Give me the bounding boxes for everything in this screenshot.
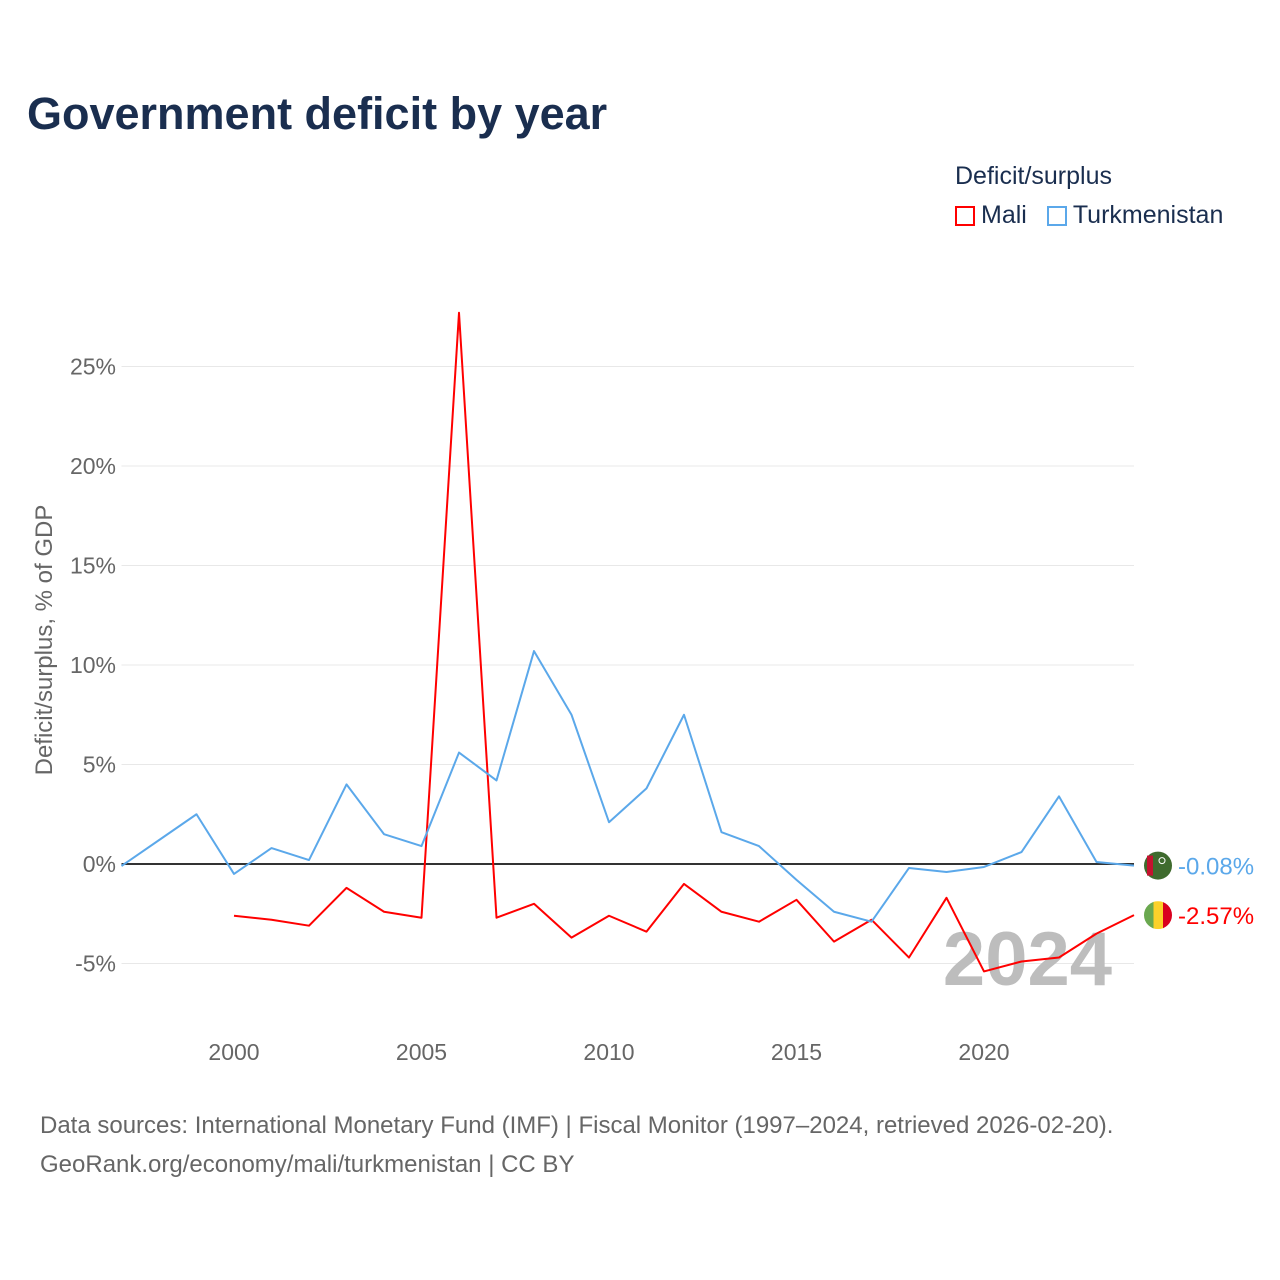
legend: Deficit/surplus Mali Turkmenistan <box>955 162 1243 230</box>
footer: Data sources: International Monetary Fun… <box>40 1106 1113 1184</box>
chart-title: Government deficit by year <box>27 88 608 139</box>
y-tick-label: -5% <box>75 951 116 977</box>
x-tick-label: 2015 <box>771 1039 822 1065</box>
flag-stripe <box>1163 901 1172 930</box>
flag-stripe <box>1144 901 1154 930</box>
y-tick-label: 25% <box>70 354 116 380</box>
x-tick-label: 2010 <box>583 1039 634 1065</box>
legend-item-mali[interactable]: Mali <box>955 201 1027 230</box>
end-value-label-mali: -2.57% <box>1178 903 1254 930</box>
chart-plot: -5%0%5%10%15%20%25%2000 2005 2010 2015 2020 … <box>31 311 1254 1065</box>
x-tick-label: 2020 <box>958 1039 1009 1065</box>
turkmenistan-flag-icon <box>1144 851 1172 880</box>
legend-label-mali: Mali <box>981 201 1027 229</box>
mali-flag-icon <box>1144 901 1172 930</box>
y-tick-label: 0% <box>83 851 116 877</box>
legend-title: Deficit/surplus <box>955 162 1112 190</box>
y-tick-label: 10% <box>70 652 116 678</box>
y-tick-label: 5% <box>83 752 116 778</box>
end-value-label-turkmenistan: -0.08% <box>1178 854 1254 881</box>
source-link[interactable]: GeoRank.org/economy/mali/turkmenistan | … <box>40 1151 575 1178</box>
x-tick-label: 2000 <box>208 1039 259 1065</box>
series-line-turkmenistan <box>120 650 1135 923</box>
y-tick-label: 20% <box>70 453 116 479</box>
year-watermark: 2024 <box>943 917 1112 1002</box>
y-axis-label: Deficit/surplus, % of GDP <box>31 505 58 776</box>
data-sources: Data sources: International Monetary Fun… <box>40 1112 1114 1139</box>
series-line-mali <box>233 311 1135 973</box>
x-tick-label: 2005 <box>396 1039 447 1065</box>
flag-stripe <box>1147 855 1153 876</box>
legend-swatch-mali <box>955 205 975 226</box>
y-tick-label: 15% <box>70 553 116 579</box>
crescent <box>1158 857 1166 865</box>
legend-swatch-turkmenistan <box>1046 205 1067 226</box>
flag-stripe <box>1153 901 1163 930</box>
legend-label-turkmenistan: Turkmenistan <box>1072 201 1224 229</box>
legend-item-turkmenistan[interactable]: Turkmenistan <box>1046 201 1224 230</box>
